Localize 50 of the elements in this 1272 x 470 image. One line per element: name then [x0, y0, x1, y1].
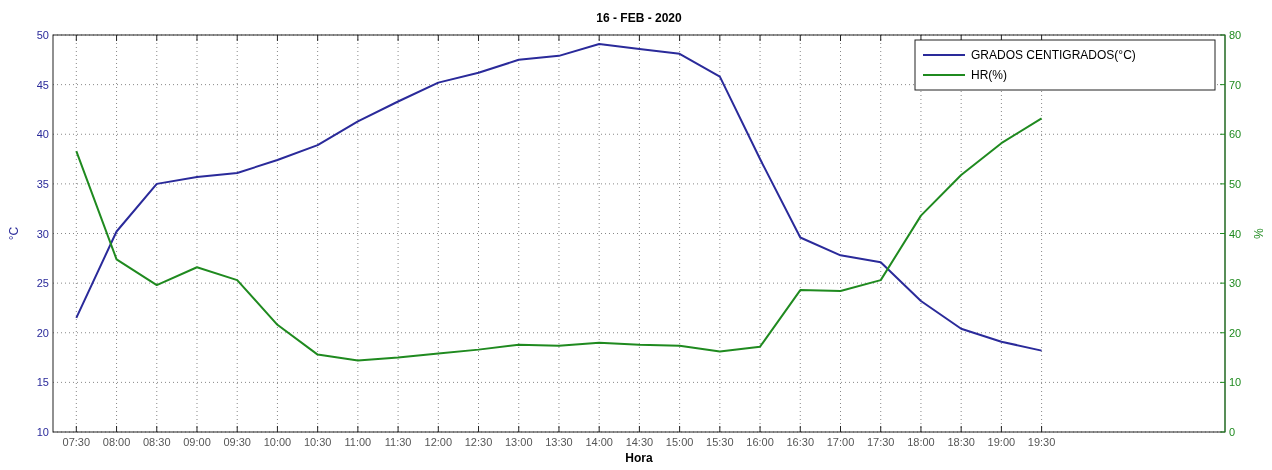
y2-tick-label: 70 — [1229, 78, 1242, 91]
x-tick-label: 19:30 — [1027, 436, 1056, 448]
x-tick-label: 16:00 — [746, 436, 774, 448]
x-tick-label: 12:00 — [424, 436, 453, 448]
y-tick-label: 45 — [36, 78, 49, 91]
x-tick-label: 10:30 — [303, 436, 332, 448]
y-tick-label: 35 — [36, 177, 49, 190]
y2-tick-label: 10 — [1229, 376, 1242, 389]
x-tick-label: 14:30 — [625, 436, 654, 448]
x-axis-title: Hora — [625, 451, 653, 465]
x-tick-label: 17:30 — [866, 436, 895, 448]
chart-title: 16 - FEB - 2020 — [596, 11, 683, 25]
x-tick-label: 10:00 — [263, 436, 292, 448]
x-tick-label: 14:00 — [585, 436, 613, 448]
y-tick-label: 10 — [36, 426, 49, 438]
y2-tick-label: 30 — [1229, 277, 1242, 290]
y-tick-label: 25 — [36, 277, 49, 290]
x-tick-label: 07:30 — [62, 436, 91, 448]
y2-tick-label: 60 — [1229, 128, 1242, 141]
y-tick-label: 50 — [36, 29, 49, 41]
y2-tick-label: 80 — [1229, 29, 1242, 41]
x-tick-label: 13:00 — [504, 436, 533, 448]
x-tick-label: 18:00 — [907, 436, 935, 448]
y2-tick-label: 40 — [1229, 227, 1242, 240]
y-axis-title: °C — [7, 226, 21, 241]
x-tick-label: 08:00 — [102, 436, 131, 448]
x-tick-label: 16:30 — [786, 436, 815, 448]
y-tick-label: 20 — [36, 326, 49, 339]
y-tick-label: 40 — [36, 128, 49, 141]
x-tick-label: 09:30 — [223, 436, 251, 448]
y-tick-label: 30 — [36, 227, 49, 240]
legend-label: HR(%) — [971, 68, 1007, 82]
line-series — [75, 117, 1043, 362]
x-tick-label: 11:00 — [344, 436, 372, 448]
x-tick-label: 08:30 — [143, 436, 171, 448]
legend-label: GRADOS CENTIGRADOS(°C) — [971, 48, 1136, 62]
y2-axis-title: % — [1251, 228, 1265, 240]
x-tick-label: 11:30 — [384, 436, 412, 448]
x-tick-label: 18:30 — [947, 436, 975, 448]
x-tick-label: 09:00 — [183, 436, 211, 448]
x-tick-label: 17:00 — [826, 436, 855, 448]
y2-tick-label: 50 — [1229, 177, 1242, 190]
y2-tick-label: 0 — [1229, 426, 1236, 438]
y2-tick-label: 20 — [1229, 326, 1242, 339]
x-tick-label: 15:30 — [706, 436, 734, 448]
x-tick-label: 13:30 — [545, 436, 573, 448]
x-tick-label: 12:30 — [464, 436, 493, 448]
x-tick-label: 19:00 — [987, 436, 1016, 448]
x-tick-label: 15:00 — [665, 436, 694, 448]
y-tick-label: 15 — [36, 376, 49, 389]
